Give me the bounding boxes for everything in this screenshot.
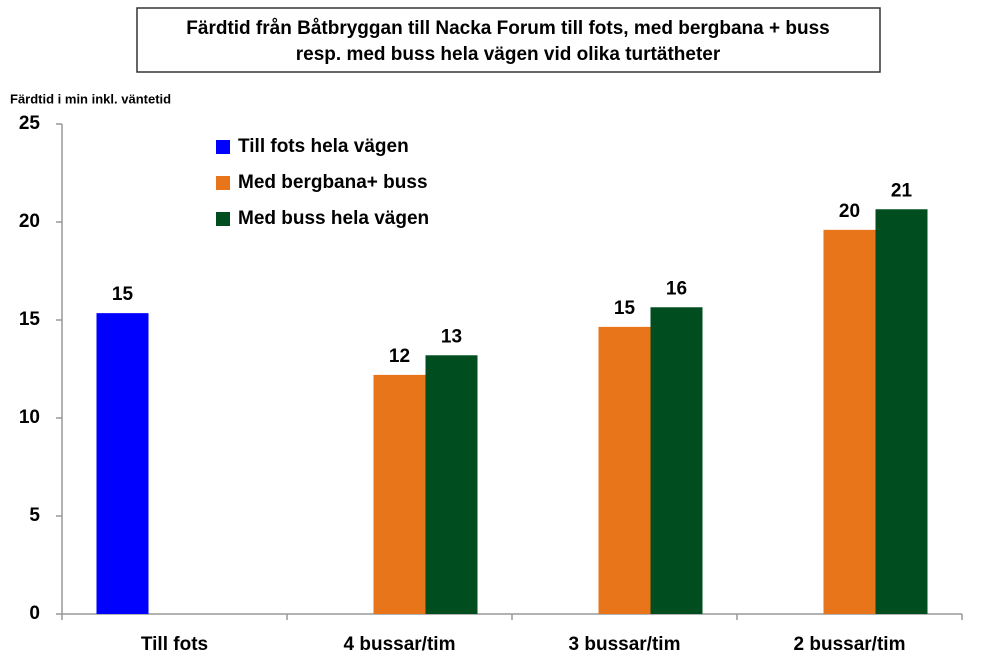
bar: [598, 326, 651, 614]
x-tick-label: 4 bussar/tim: [344, 634, 456, 655]
legend-swatch: [216, 140, 230, 154]
data-label: 16: [666, 278, 687, 299]
title-box: [136, 7, 881, 73]
y-tick-label: 0: [29, 603, 40, 624]
data-label: 21: [891, 180, 913, 201]
legend-label: Till fots hela vägen: [238, 136, 409, 157]
x-tick-label: 3 bussar/tim: [569, 634, 681, 655]
data-label: 12: [389, 346, 410, 367]
data-label: 13: [441, 326, 462, 347]
legend-label: Med bergbana+ buss: [238, 172, 428, 193]
chart-title: Färdtid från Båtbryggan till Nacka Forum…: [186, 18, 829, 39]
bar: [425, 355, 478, 614]
x-tick-label: Till fots: [141, 634, 208, 655]
y-tick-label: 20: [19, 211, 40, 232]
chart-title: resp. med buss hela vägen vid olika turt…: [296, 44, 721, 65]
bar: [875, 209, 928, 614]
y-tick-label: 10: [19, 407, 40, 428]
data-label: 20: [839, 201, 860, 222]
y-axis-label: Färdtid i min inkl. väntetid: [10, 91, 171, 106]
bar: [96, 313, 149, 614]
legend-swatch: [216, 176, 230, 190]
y-tick-label: 5: [29, 505, 40, 526]
legend-label: Med buss hela vägen: [238, 208, 429, 229]
bar: [650, 307, 703, 614]
legend-swatch: [216, 212, 230, 226]
bar: [823, 229, 876, 614]
y-tick-label: 25: [19, 113, 41, 134]
data-label: 15: [112, 284, 134, 305]
bar: [373, 374, 426, 614]
y-tick-label: 15: [19, 309, 41, 330]
x-tick-label: 2 bussar/tim: [794, 634, 906, 655]
data-label: 15: [614, 298, 636, 319]
